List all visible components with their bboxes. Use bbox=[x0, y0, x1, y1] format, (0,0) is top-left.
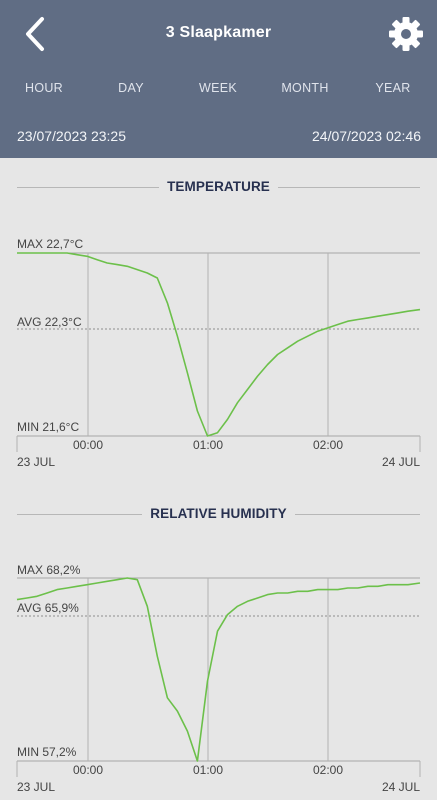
avg-label: AVG 22,3°C bbox=[17, 315, 82, 329]
humidity-section-title: RELATIVE HUMIDITY bbox=[0, 506, 437, 521]
tab-day[interactable]: DAY bbox=[118, 81, 144, 95]
page-title: 3 Slaapkamer bbox=[165, 24, 272, 41]
tab-hour[interactable]: HOUR bbox=[24, 81, 64, 95]
back-button[interactable] bbox=[18, 14, 58, 54]
humidity-chart[interactable]: MAX 68,2% AVG 65,9% MIN 57,2% 00:00 01:0… bbox=[0, 555, 437, 800]
app-header: 3 Slaapkamer HOUR DAY WEEK MONTH YEAR 23… bbox=[0, 0, 437, 158]
range-start: 23/07/2023 23:25 bbox=[17, 128, 126, 144]
avg-label: AVG 65,9% bbox=[17, 601, 79, 615]
temperature-section-title: TEMPERATURE bbox=[0, 179, 437, 194]
temperature-chart-svg: MAX 22,7°C AVG 22,3°C MIN 21,6°C 00:00 0… bbox=[16, 237, 421, 469]
time-label-0000: 00:00 bbox=[73, 763, 103, 777]
date-end-label: 24 JUL bbox=[382, 780, 420, 794]
humidity-chart-svg: MAX 68,2% AVG 65,9% MIN 57,2% 00:00 01:0… bbox=[16, 563, 421, 794]
tab-month[interactable]: MONTH bbox=[281, 81, 329, 95]
date-start-label: 23 JUL bbox=[17, 455, 55, 469]
min-label: MIN 57,2% bbox=[17, 745, 77, 759]
time-label-0100: 01:00 bbox=[193, 763, 223, 777]
max-label: MAX 22,7°C bbox=[17, 237, 83, 251]
time-label-0200: 02:00 bbox=[313, 763, 343, 777]
settings-button[interactable] bbox=[386, 14, 426, 54]
date-start-label: 23 JUL bbox=[17, 780, 55, 794]
gear-icon bbox=[389, 17, 423, 51]
max-label: MAX 68,2% bbox=[17, 563, 81, 577]
series-line bbox=[16, 577, 421, 762]
date-end-label: 24 JUL bbox=[382, 455, 420, 469]
time-label-0000: 00:00 bbox=[73, 438, 103, 452]
min-label: MIN 21,6°C bbox=[17, 420, 79, 434]
temperature-chart[interactable]: MAX 22,7°C AVG 22,3°C MIN 21,6°C 00:00 0… bbox=[0, 230, 437, 475]
time-label-0200: 02:00 bbox=[313, 438, 343, 452]
tab-year[interactable]: YEAR bbox=[375, 81, 411, 95]
time-label-0100: 01:00 bbox=[193, 438, 223, 452]
series-line bbox=[17, 252, 421, 437]
period-tabs: HOUR DAY WEEK MONTH YEAR bbox=[0, 81, 437, 101]
temperature-title-text: TEMPERATURE bbox=[159, 179, 278, 194]
chevron-left-icon bbox=[26, 17, 44, 51]
humidity-title-text: RELATIVE HUMIDITY bbox=[142, 506, 295, 521]
tab-week[interactable]: WEEK bbox=[198, 81, 238, 95]
range-end: 24/07/2023 02:46 bbox=[312, 128, 421, 144]
